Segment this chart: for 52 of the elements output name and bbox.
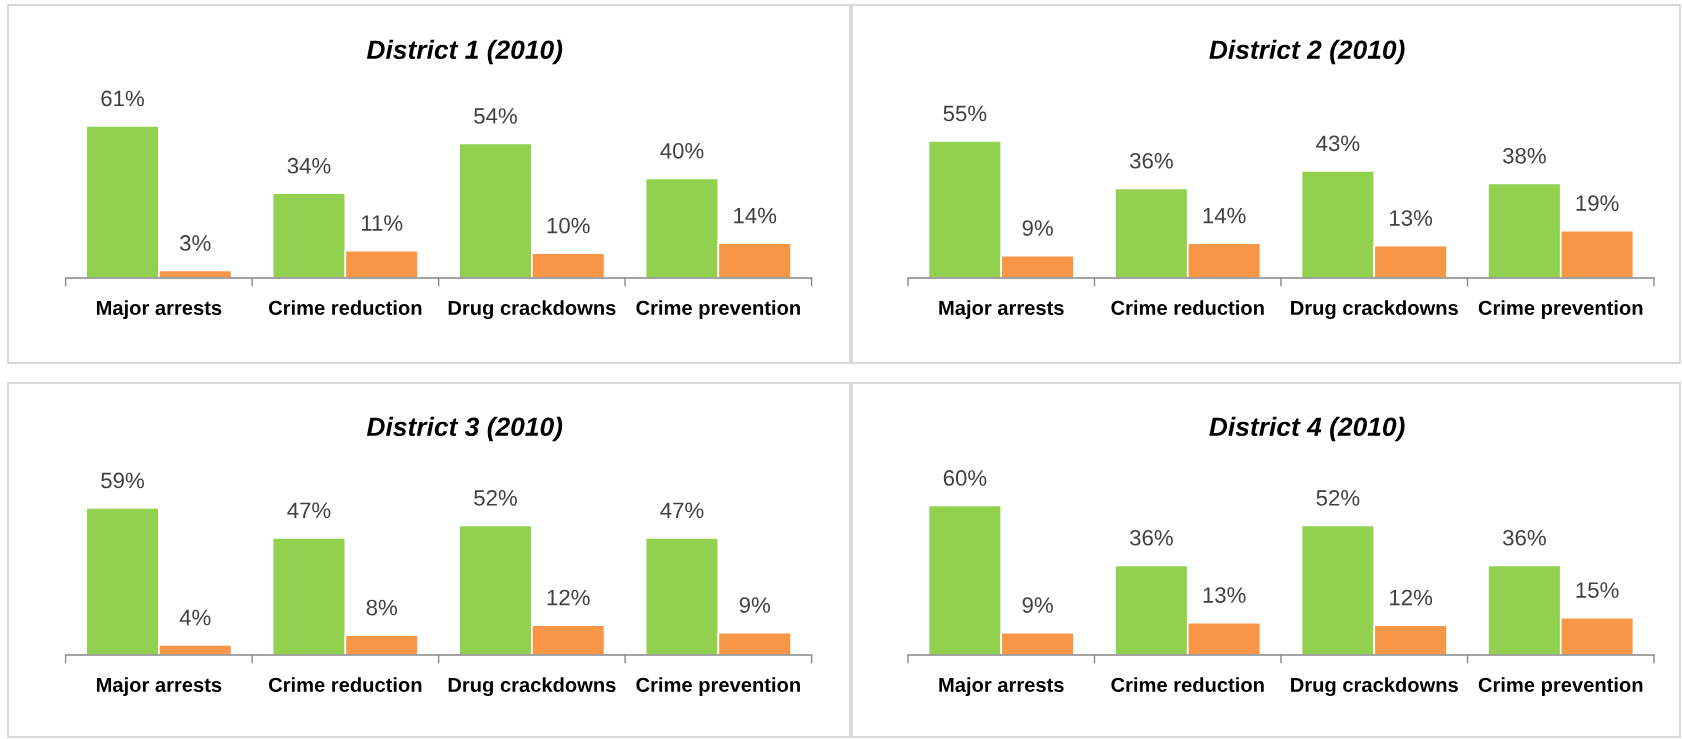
x-tick-label: Major arrests [939,677,1064,696]
data-label: 4% [179,609,211,626]
data-label: 54% [474,108,517,124]
data-label: 34% [287,157,331,174]
data-label: 10% [547,217,590,234]
data-label: 43% [1316,135,1360,152]
x-tick-label: Drug crackdowns [1291,677,1458,697]
data-label: 12% [547,589,590,606]
data-label: 13% [1203,587,1246,603]
data-label: 47% [660,502,704,519]
data-label: 15% [1576,582,1619,598]
x-tick-label: Crime prevention [1478,300,1643,319]
data-label: 19% [1576,195,1619,211]
x-tick-label: Crime reduction [1111,300,1264,316]
x-tick-label: Major arrests [939,300,1064,319]
x-tick-label: Major arrests [96,300,222,319]
data-label: 55% [943,105,987,122]
chart-title: District 3 (2010) [366,416,563,442]
x-tick-label: Crime reduction [1111,677,1264,693]
x-tick-label: Crime reduction [268,300,422,316]
data-label: 52% [1316,490,1360,506]
data-label: 12% [1390,589,1433,606]
data-label: 59% [101,472,144,489]
data-label: 9% [739,597,770,613]
chart-title: District 4 (2010) [1209,416,1405,442]
x-tick-label: Crime prevention [636,677,800,696]
data-label: 61% [101,90,144,107]
data-label: 9% [1022,220,1053,236]
data-label: 14% [1203,207,1246,224]
x-tick-label: Major arrests [96,677,222,696]
x-tick-label: Crime prevention [636,300,800,319]
data-label: 38% [1502,147,1546,164]
x-tick-label: Drug crackdowns [448,300,616,320]
x-tick-label: Drug crackdowns [1291,300,1458,320]
chart-title: District 1 (2010) [366,39,563,65]
data-label: 11% [361,215,403,231]
data-label: 8% [366,599,397,616]
data-label: 14% [734,207,777,224]
chart-title: District 2 (2010) [1209,39,1405,65]
x-tick-label: Crime reduction [268,677,422,693]
x-tick-label: Drug crackdowns [448,677,616,697]
data-label: 13% [1390,210,1433,226]
data-label: 3% [180,235,211,251]
data-label: 36% [1502,529,1546,546]
x-tick-label: Crime prevention [1478,677,1643,696]
data-label: 36% [1129,152,1173,169]
data-label: 60% [943,470,987,486]
data-label: 40% [660,142,704,159]
data-label: 52% [474,490,517,506]
data-label: 9% [1022,597,1053,613]
data-label: 47% [287,502,331,519]
data-label: 36% [1129,529,1173,546]
